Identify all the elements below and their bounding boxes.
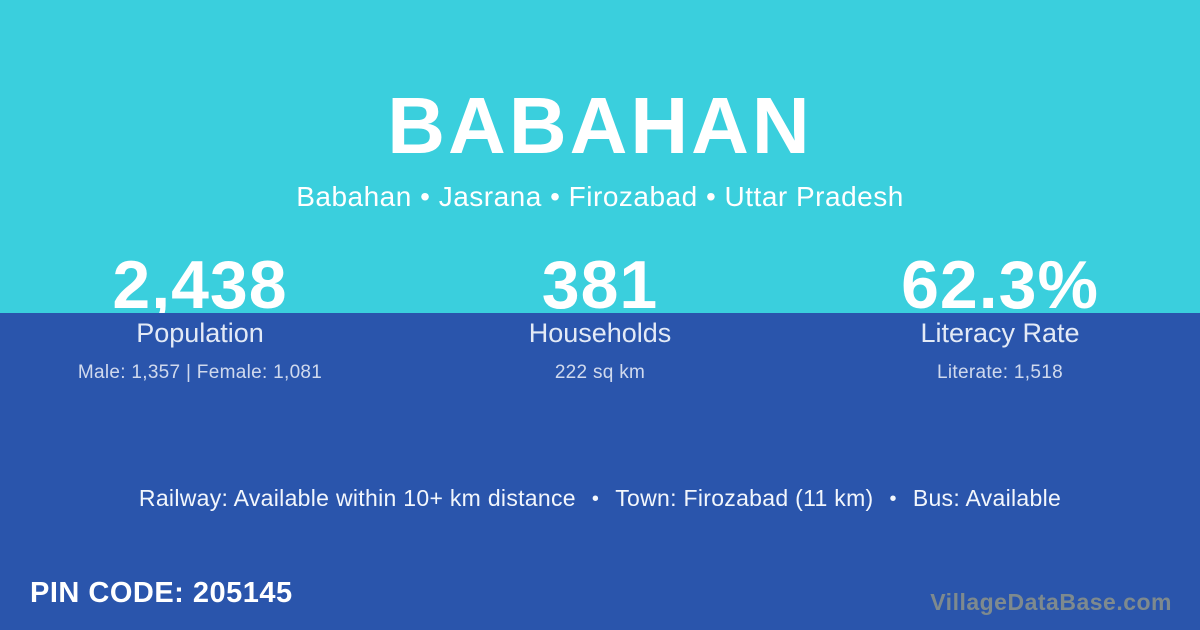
amenity-bus: Bus: Available xyxy=(912,485,1062,511)
stats-details-row: Male: 1,357 | Female: 1,081 222 sq km Li… xyxy=(0,362,1200,384)
stat-value-population: 2,438 xyxy=(112,247,288,323)
watermark-text: VillageDataBase.com xyxy=(930,589,1172,615)
stat-detail-population: Male: 1,357 | Female: 1,081 xyxy=(77,362,323,383)
page-title: BABAHAN xyxy=(387,81,813,170)
stat-value-households: 381 xyxy=(541,247,659,323)
amenity-town: Town: Firozabad (11 km) xyxy=(615,485,874,511)
breadcrumb: Babahan • Jasrana • Firozabad • Uttar Pr… xyxy=(296,181,904,212)
stats-labels-row: Population Households Literacy Rate xyxy=(0,313,1200,349)
stat-label-population: Population xyxy=(136,318,264,348)
amenity-railway: Railway: Available within 10+ km distanc… xyxy=(138,485,576,511)
stat-detail-households: 222 sq km xyxy=(554,362,646,383)
header-section: BABAHAN Babahan • Jasrana • Firozabad • … xyxy=(0,0,1200,319)
amenities-line: Railway: Available within 10+ km distanc… xyxy=(0,485,1200,512)
stat-label-literacy-rate: Literacy Rate xyxy=(920,318,1080,348)
pin-code-label: PIN CODE: 205145 xyxy=(30,577,293,609)
details-section: Population Households Literacy Rate Male… xyxy=(0,313,1200,630)
bullet-separator: • xyxy=(591,488,600,510)
stat-label-households: Households xyxy=(528,318,672,348)
stat-value-literacy-rate: 62.3% xyxy=(901,247,1099,323)
stats-values-row: 2,438 381 62.3% xyxy=(0,251,1200,319)
stat-detail-literacy-rate: Literate: 1,518 xyxy=(937,362,1063,383)
bullet-separator: • xyxy=(889,488,897,510)
